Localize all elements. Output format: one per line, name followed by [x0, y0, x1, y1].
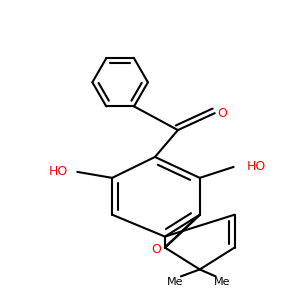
- Text: HO: HO: [49, 165, 68, 178]
- Text: O: O: [217, 107, 227, 120]
- Text: O: O: [151, 242, 161, 256]
- Text: Me: Me: [167, 278, 183, 287]
- Text: HO: HO: [247, 160, 266, 173]
- Text: Me: Me: [213, 278, 230, 287]
